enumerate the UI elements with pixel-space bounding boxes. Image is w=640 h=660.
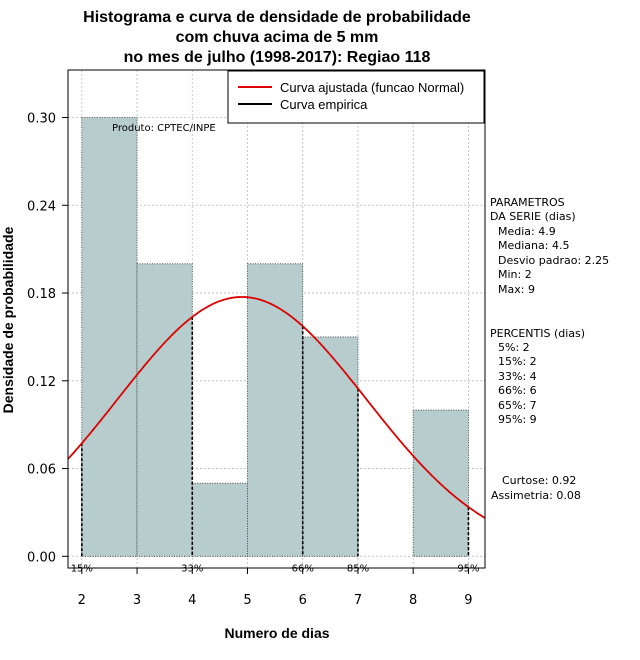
y-tick-label: 0.30 bbox=[27, 112, 56, 127]
plot-frame bbox=[67, 69, 486, 569]
y-tick-label: 0.00 bbox=[27, 550, 56, 565]
chart-title-line-1: Histograma e curva de densidade de proba… bbox=[83, 9, 471, 26]
legend-box bbox=[227, 70, 485, 124]
percentis-title: PERCENTIS (dias) bbox=[490, 327, 585, 340]
y-tick-label: 0.18 bbox=[27, 287, 56, 302]
x-tick-label: 5 bbox=[243, 593, 251, 608]
x-tick-label: 6 bbox=[299, 593, 307, 608]
histogram-bar bbox=[136, 263, 193, 557]
assimetria: Assimetria: 0.08 bbox=[491, 489, 581, 502]
x-axis-label: Numero de dias bbox=[224, 625, 329, 641]
percentil-33: 33%: 4 bbox=[498, 370, 537, 383]
histogram-bar bbox=[81, 117, 138, 557]
normal-curve-group bbox=[68, 296, 485, 519]
percentil-66: 66%: 6 bbox=[498, 384, 537, 397]
x-tick-label: 7 bbox=[354, 593, 362, 608]
histogram-bar bbox=[302, 336, 359, 557]
y-axis: 0.00 0.06 0.12 0.18 0.24 0.30 bbox=[27, 112, 68, 565]
y-tick-label: 0.24 bbox=[27, 199, 56, 214]
x-tick-label: 3 bbox=[133, 593, 141, 608]
x-tick-label: 2 bbox=[78, 593, 86, 608]
y-axis-label: Densidade de probabilidade bbox=[0, 226, 16, 413]
param-mediana: Mediana: 4.5 bbox=[498, 239, 569, 252]
legend-label-empirical: Curva empirica bbox=[280, 97, 368, 112]
param-max: Max: 9 bbox=[498, 283, 535, 296]
legend: Curva ajustada (funcao Normal) Curva emp… bbox=[227, 70, 485, 124]
product-annotation: Produto: CPTEC/INPE bbox=[112, 123, 216, 134]
histogram-bars bbox=[81, 117, 469, 557]
param-desvio: Desvio padrao: 2.25 bbox=[498, 254, 609, 267]
chart-title-line-2: com chuva acima de 5 mm bbox=[176, 29, 379, 46]
x-axis: 2 3 4 5 6 7 8 9 bbox=[78, 568, 473, 608]
percentil-65: 65%: 7 bbox=[498, 399, 537, 412]
stats-panel: PARAMETROS DA SERIE (dias) Media: 4.9 Me… bbox=[490, 196, 609, 502]
histogram-bar bbox=[191, 482, 248, 557]
y-tick-label: 0.12 bbox=[27, 375, 56, 390]
param-media: Media: 4.9 bbox=[498, 225, 556, 238]
params-title-2: DA SERIE (dias) bbox=[490, 210, 576, 223]
legend-label-normal: Curva ajustada (funcao Normal) bbox=[280, 80, 464, 95]
percentil-95: 95%: 9 bbox=[498, 413, 537, 426]
x-tick-label: 4 bbox=[188, 593, 196, 608]
histogram-bar bbox=[247, 263, 304, 557]
percentil-15: 15%: 2 bbox=[498, 355, 537, 368]
x-tick-label: 8 bbox=[409, 593, 417, 608]
percentil-5: 5%: 2 bbox=[498, 341, 530, 354]
normal-curve bbox=[68, 296, 485, 519]
curtose: Curtose: 0.92 bbox=[502, 474, 576, 487]
chart-title-line-3: no mes de julho (1998-2017): Regiao 118 bbox=[124, 49, 431, 66]
params-title-1: PARAMETROS bbox=[490, 196, 565, 209]
param-min: Min: 2 bbox=[498, 268, 532, 281]
x-tick-label: 9 bbox=[464, 593, 472, 608]
y-tick-label: 0.06 bbox=[27, 463, 56, 478]
